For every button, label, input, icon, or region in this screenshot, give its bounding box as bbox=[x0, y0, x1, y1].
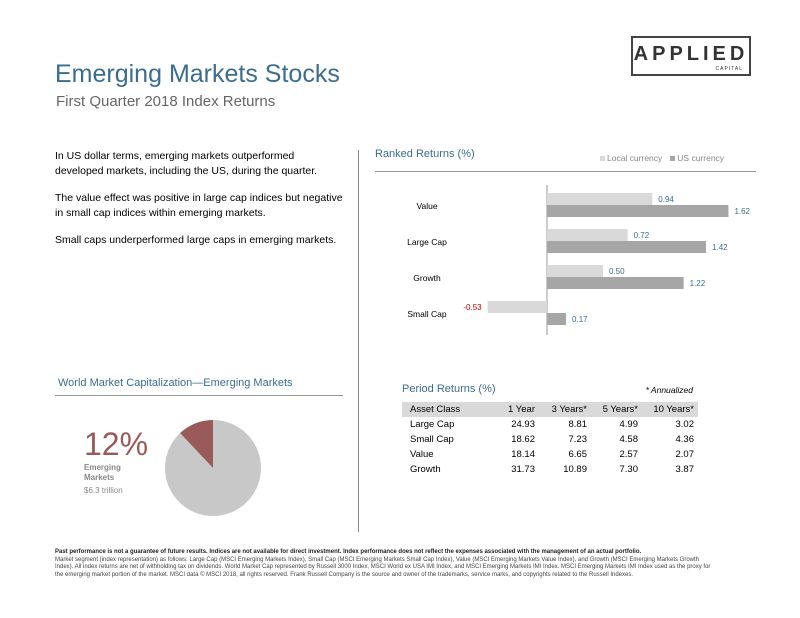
vertical-divider bbox=[358, 150, 359, 532]
table-cell: Small Cap bbox=[410, 434, 454, 445]
legend-swatch-us bbox=[670, 155, 676, 161]
table-cell: 4.58 bbox=[619, 434, 639, 445]
world-market-rule bbox=[55, 395, 343, 396]
table-cell: 24.93 bbox=[511, 419, 535, 430]
legend-item-us: US currency bbox=[670, 153, 724, 163]
ranked-returns-chart: Value 0.94 1.62 Large Cap 0.72 1.42 Growth 0.50… bbox=[407, 185, 751, 335]
table-cell: 8.81 bbox=[568, 419, 588, 430]
summary-paragraph: In US dollar terms, emerging markets out… bbox=[55, 150, 318, 177]
value-label: 1.22 bbox=[690, 279, 706, 288]
bar-local bbox=[487, 301, 547, 313]
table-cell: 3.02 bbox=[675, 419, 695, 430]
logo-sub-text: CAPITAL bbox=[713, 66, 745, 72]
table-cell: 4.99 bbox=[619, 419, 639, 430]
emerging-percent: 12% bbox=[84, 426, 149, 462]
table-row: Small Cap 18.62 7.23 4.58 4.36 bbox=[402, 432, 698, 447]
chart-legend: Local currency US currency bbox=[600, 153, 724, 163]
col-header: 1 Year bbox=[497, 402, 539, 417]
table-cell: 6.65 bbox=[568, 449, 588, 460]
annualized-note: * Annualized bbox=[645, 385, 693, 395]
bar-local bbox=[547, 265, 603, 277]
ranked-returns-title: Ranked Returns (%) bbox=[375, 148, 475, 160]
legend-label-us: US currency bbox=[677, 153, 725, 163]
table-row: Large Cap 24.93 8.81 4.99 3.02 bbox=[402, 417, 698, 432]
applied-capital-logo: APPLIED CAPITAL bbox=[631, 36, 751, 76]
table-cell: 18.62 bbox=[511, 434, 535, 445]
ranked-returns-rule bbox=[375, 171, 756, 172]
table-header-row: Asset Class 1 Year 3 Years* 5 Years* 10 … bbox=[402, 402, 698, 417]
table-row: Value 18.14 6.65 2.57 2.07 bbox=[402, 447, 698, 462]
summary-text: In US dollar terms, emerging markets out… bbox=[55, 149, 345, 260]
category-label: Growth bbox=[413, 273, 441, 283]
bar-us bbox=[547, 277, 684, 289]
table-cell: 2.57 bbox=[619, 449, 639, 460]
disclaimer-footer: Past performance is not a guarantee of f… bbox=[55, 549, 715, 579]
table-cell: 31.73 bbox=[511, 464, 535, 475]
bar-us bbox=[547, 241, 707, 253]
value-label: 0.72 bbox=[634, 231, 650, 240]
table-cell: 4.36 bbox=[675, 434, 695, 445]
bar-local bbox=[547, 229, 628, 241]
value-label: 0.94 bbox=[658, 195, 674, 204]
world-market-title: World Market Capitalization—Emerging Mar… bbox=[58, 377, 293, 389]
table-cell: 2.07 bbox=[675, 449, 695, 460]
table-cell: 3.87 bbox=[675, 464, 695, 475]
page-subtitle: First Quarter 2018 Index Returns bbox=[56, 93, 276, 110]
pie-slice-emerging bbox=[180, 420, 213, 468]
col-header: Asset Class bbox=[402, 402, 497, 417]
table-cell: Value bbox=[410, 449, 434, 460]
col-header: 3 Years* bbox=[539, 402, 591, 417]
logo-main-text: APPLIED bbox=[633, 43, 749, 65]
table-cell: 18.14 bbox=[511, 449, 535, 460]
value-label: 0.50 bbox=[609, 267, 625, 276]
emerging-label: Emerging Markets bbox=[84, 463, 121, 482]
emerging-value: $6.3 trillion bbox=[84, 486, 123, 495]
value-label: -0.53 bbox=[463, 303, 482, 312]
bar-local bbox=[547, 193, 653, 205]
table-cell: 7.23 bbox=[568, 434, 588, 445]
period-returns-title: Period Returns (%) bbox=[402, 383, 496, 395]
col-header: 10 Years* bbox=[642, 402, 698, 417]
value-label: 1.42 bbox=[712, 243, 728, 252]
legend-swatch-local bbox=[600, 155, 605, 161]
table-cell: 7.30 bbox=[619, 464, 639, 475]
period-returns-table: Asset Class 1 Year 3 Years* 5 Years* 10 … bbox=[402, 402, 698, 477]
disclaimer-text: Market segment (index representation) as… bbox=[55, 556, 711, 578]
bar-us bbox=[547, 313, 567, 325]
summary-paragraph: The value effect was positive in large c… bbox=[55, 192, 343, 219]
bar-us bbox=[547, 205, 729, 217]
value-label: 0.17 bbox=[572, 315, 588, 324]
page-title: Emerging Markets Stocks bbox=[55, 60, 340, 88]
table-cell: Growth bbox=[410, 464, 441, 475]
category-label: Large Cap bbox=[407, 237, 447, 247]
table-row: Growth 31.73 10.89 7.30 3.87 bbox=[402, 462, 698, 477]
category-label: Value bbox=[416, 201, 437, 211]
summary-paragraph: Small caps underperformed large caps in … bbox=[55, 234, 337, 246]
value-label: 1.62 bbox=[734, 207, 750, 216]
world-market-pie bbox=[165, 420, 261, 516]
legend-label-local: Local currency bbox=[607, 153, 663, 163]
col-header: 5 Years* bbox=[591, 402, 642, 417]
table-cell: Large Cap bbox=[410, 419, 455, 430]
legend-item-local: Local currency bbox=[600, 153, 662, 163]
category-label: Small Cap bbox=[407, 309, 446, 319]
table-cell: 10.89 bbox=[563, 464, 587, 475]
disclaimer-bold: Past performance is not a guarantee of f… bbox=[55, 549, 642, 555]
